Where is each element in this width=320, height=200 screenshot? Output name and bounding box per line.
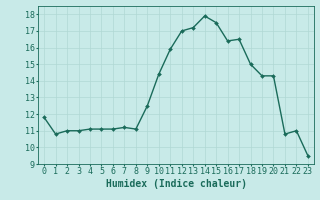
X-axis label: Humidex (Indice chaleur): Humidex (Indice chaleur)	[106, 179, 246, 189]
